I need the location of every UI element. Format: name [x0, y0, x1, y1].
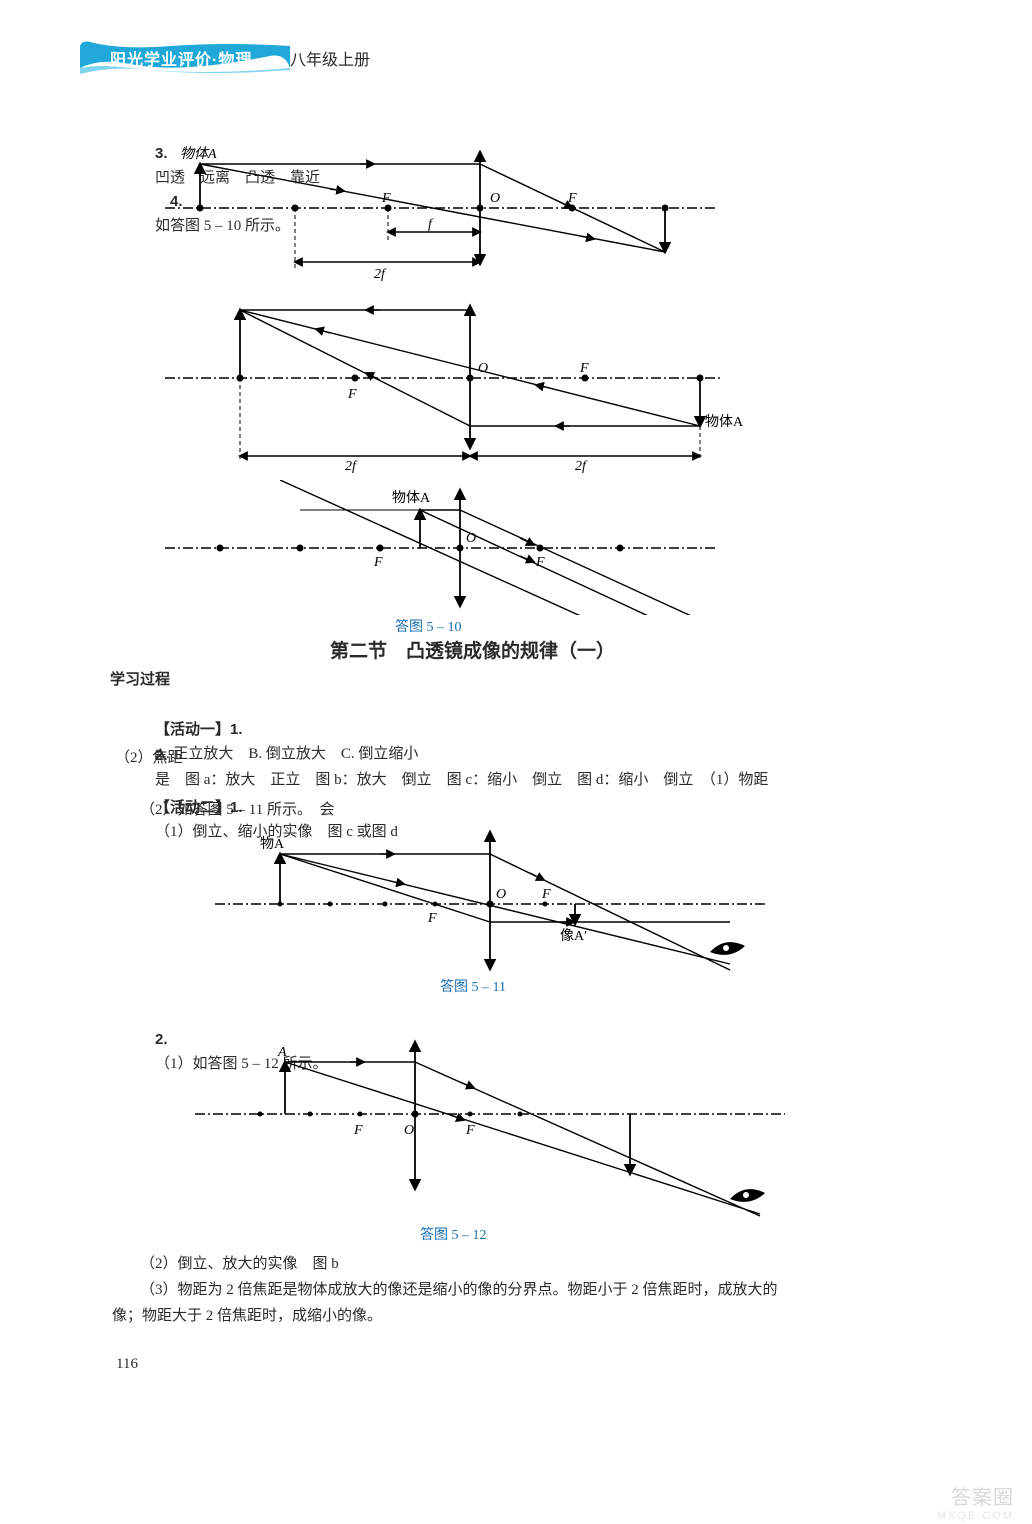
act2-line2: （2）如答图 5 – 11 所示。 会	[140, 798, 334, 822]
svg-text:2f: 2f	[345, 459, 358, 473]
section-title: 第二节 凸透镜成像的规律（一）	[330, 636, 615, 663]
svg-text:O: O	[404, 1123, 414, 1138]
svg-text:O: O	[490, 191, 500, 206]
q2-num: 2.	[155, 1031, 168, 1048]
d1-obj: 物体A	[180, 146, 217, 162]
page-number: 116	[116, 1356, 138, 1373]
diagram-5-12: A F F O	[190, 1034, 790, 1224]
svg-text:F: F	[381, 191, 391, 206]
svg-text:F: F	[567, 191, 577, 206]
svg-text:O: O	[478, 361, 488, 376]
svg-text:A: A	[277, 1045, 287, 1060]
svg-text:F: F	[579, 361, 589, 376]
svg-text:F: F	[347, 387, 357, 402]
svg-text:f: f	[428, 217, 434, 232]
svg-text:O: O	[496, 887, 506, 902]
svg-text:F: F	[541, 887, 551, 902]
svg-text:F: F	[535, 555, 545, 570]
caption-5-11: 答图 5 – 11	[440, 976, 506, 996]
svg-text:物体A: 物体A	[392, 490, 431, 506]
svg-text:物体A: 物体A	[705, 414, 744, 430]
watermark-sub: MXQE.COM	[937, 1510, 1014, 1522]
page-root: 阳光学业评价·物理 八年级上册 3. 凹透 远离 凸透 靠近 4. 如答图 5 …	[0, 0, 1032, 1524]
diagram-5-10-c: 物体A F F O	[160, 480, 720, 615]
svg-text:物A: 物A	[260, 836, 285, 852]
svg-text:F: F	[465, 1123, 475, 1138]
bottom1: （2）倒立、放大的实像 图 b	[140, 1252, 339, 1276]
caption-5-10: 答图 5 – 10	[395, 616, 462, 636]
bottom2: （3）物距为 2 倍焦距是物体成放大的像还是缩小的像的分界点。物距小于 2 倍焦…	[140, 1278, 960, 1302]
svg-text:2f: 2f	[575, 459, 588, 473]
diagram-5-10-a: 物体A F F O f 2f	[160, 140, 720, 290]
svg-text:2f: 2f	[374, 267, 387, 282]
svg-text:O: O	[466, 531, 476, 546]
learning-heading: 学习过程	[110, 668, 170, 692]
header-subtitle: 八年级上册	[290, 46, 370, 70]
svg-text:F: F	[353, 1123, 363, 1138]
bottom3: 像；物距大于 2 倍焦距时，成缩小的像。	[112, 1304, 382, 1328]
svg-text:F: F	[373, 555, 383, 570]
svg-text:像A′: 像A′	[560, 928, 587, 944]
act1-line3: （2）焦距	[115, 746, 183, 770]
caption-5-12: 答图 5 – 12	[420, 1224, 487, 1244]
diagram-5-10-b: F F O 物体A 2f 2f	[160, 298, 760, 473]
diagram-5-11: 物A F F O 像A′	[210, 824, 770, 974]
svg-text:F: F	[427, 911, 437, 926]
watermark: 答案圈	[951, 1481, 1014, 1510]
header-banner-text: 阳光学业评价·物理	[110, 46, 252, 70]
